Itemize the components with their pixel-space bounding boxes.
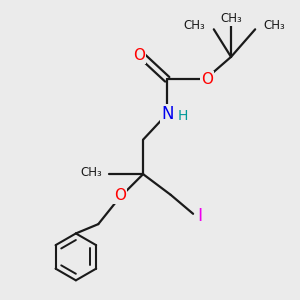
Text: CH₃: CH₃ [80, 166, 102, 179]
Text: O: O [201, 72, 213, 87]
Text: N: N [161, 105, 173, 123]
Text: H: H [178, 109, 188, 122]
Text: O: O [114, 188, 126, 203]
Text: CH₃: CH₃ [264, 20, 286, 32]
Text: CH₃: CH₃ [220, 13, 242, 26]
Text: O: O [133, 48, 145, 63]
Text: CH₃: CH₃ [183, 20, 205, 32]
Text: I: I [197, 206, 202, 224]
